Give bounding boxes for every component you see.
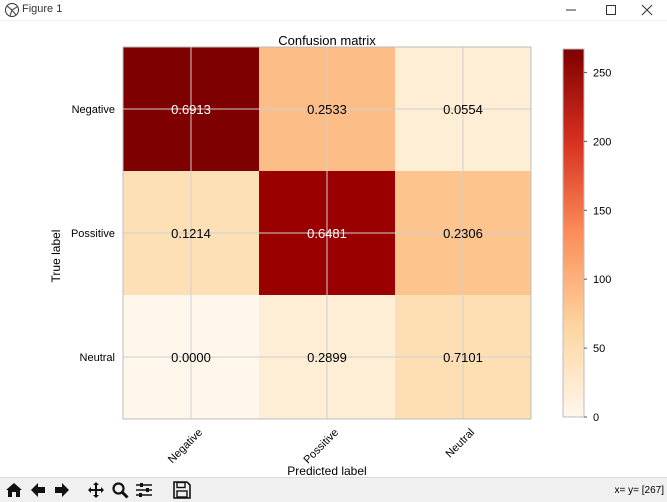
arrow-left-icon: [31, 483, 45, 497]
back-button[interactable]: [27, 480, 49, 500]
x-tick-label: Negative: [166, 427, 205, 466]
cell-value-label: 0.6913: [171, 102, 211, 117]
colorbar-tick-label: 200: [593, 136, 611, 148]
cell-value-label: 0.1214: [171, 226, 211, 241]
figure-canvas[interactable]: 0.6913 0.2533 0.0554 0.1214 0.6481 0.2306 0.00…: [0, 21, 667, 478]
y-tick-label: Neutral: [80, 352, 115, 364]
colorbar-tick-label: 100: [593, 274, 611, 286]
cell-value-label: 0.2306: [443, 226, 483, 241]
maximize-icon: [606, 5, 616, 15]
window-title: Figure 1: [22, 3, 63, 15]
chart-title: Confusion matrix: [278, 33, 376, 48]
pan-button[interactable]: [85, 480, 107, 500]
floppy-disk-icon: [173, 481, 191, 499]
cell-value-label: 0.0554: [443, 102, 483, 117]
zoom-button[interactable]: [109, 480, 131, 500]
navigation-toolbar: x= y= [267]: [0, 477, 667, 502]
confusion-matrix-chart: 0.6913 0.2533 0.0554 0.1214 0.6481 0.2306 0.00…: [49, 33, 611, 478]
magnifier-icon: [112, 482, 129, 499]
matplotlib-app-icon: [5, 3, 19, 17]
colorbar-tick-label: 50: [593, 343, 605, 355]
cell-value-label: 0.2899: [307, 350, 347, 365]
cell-value-label: 0.2533: [307, 102, 347, 117]
minimize-button[interactable]: [551, 0, 591, 20]
close-button[interactable]: [627, 0, 667, 20]
cell-value-label: 0.0000: [171, 350, 211, 365]
cursor-coordinates: x= y= [267]: [614, 485, 664, 496]
close-icon: [641, 4, 653, 16]
colorbar: [562, 48, 585, 418]
configure-subplots-button[interactable]: [133, 480, 155, 500]
y-tick-label: Negative: [72, 104, 115, 116]
window-titlebar: Figure 1: [0, 0, 667, 21]
colorbar-tick-label: 250: [593, 67, 611, 79]
x-tick-label: Possitive: [302, 427, 342, 467]
colorbar-tick-label: 150: [593, 205, 611, 217]
home-icon: [6, 483, 22, 497]
home-button[interactable]: [3, 480, 25, 500]
x-tick-label: Neutral: [444, 427, 478, 461]
forward-button[interactable]: [51, 480, 73, 500]
arrow-right-icon: [55, 483, 69, 497]
sliders-icon: [136, 483, 152, 497]
save-button[interactable]: [171, 480, 193, 500]
maximize-button[interactable]: [591, 0, 631, 20]
cell-value-label: 0.6481: [307, 226, 347, 241]
colorbar-tick-label: 0: [593, 412, 599, 424]
x-axis-label: Predicted label: [287, 464, 366, 477]
minimize-icon: [566, 9, 576, 11]
y-tick-label: Possitive: [71, 228, 115, 240]
cell-value-label: 0.7101: [443, 350, 483, 365]
y-axis-label: True label: [49, 230, 63, 283]
move-icon: [88, 482, 104, 498]
